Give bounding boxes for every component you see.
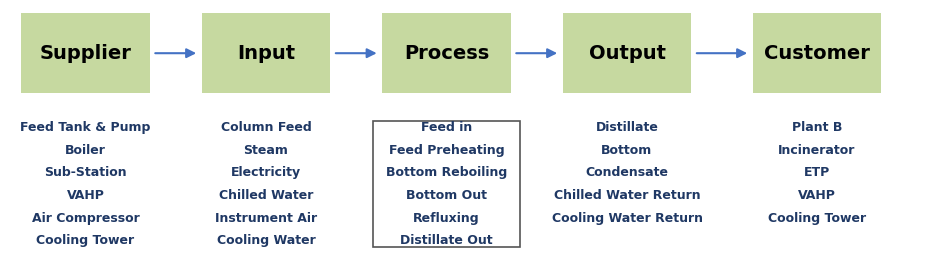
Text: Column Feed: Column Feed [220,121,312,134]
Text: Chilled Water Return: Chilled Water Return [554,189,700,202]
Text: Feed Tank & Pump: Feed Tank & Pump [20,121,151,134]
Bar [21,13,150,93]
Text: Output: Output [588,44,666,63]
Text: Distillate Out: Distillate Out [400,234,493,247]
Text: Cooling Water Return: Cooling Water Return [552,212,702,225]
Text: Feed in: Feed in [421,121,472,134]
Text: Bottom Reboiling: Bottom Reboiling [386,167,507,179]
Text: Supplier: Supplier [40,44,131,63]
Text: VAHP: VAHP [66,189,104,202]
Bar [562,13,692,93]
Text: Bottom: Bottom [601,144,653,157]
Text: Customer: Customer [764,44,870,63]
Text: Cooling Water: Cooling Water [217,234,315,247]
Text: ETP: ETP [804,167,830,179]
Text: Air Compressor: Air Compressor [31,212,140,225]
Text: Cooling Tower: Cooling Tower [36,234,135,247]
Text: Bottom Out: Bottom Out [406,189,487,202]
Text: Distillate: Distillate [596,121,658,134]
Text: Feed Preheating: Feed Preheating [389,144,504,157]
Text: VAHP: VAHP [798,189,836,202]
Text: Instrument Air: Instrument Air [215,212,317,225]
Bar [752,13,882,93]
Text: Steam: Steam [243,144,289,157]
Bar [202,13,331,93]
Text: Process: Process [404,44,489,63]
Text: Input: Input [237,44,295,63]
Text: Chilled Water: Chilled Water [218,189,314,202]
Bar [372,121,521,247]
Text: Plant B: Plant B [791,121,843,134]
Bar [382,13,511,93]
Text: Cooling Tower: Cooling Tower [768,212,866,225]
Text: Boiler: Boiler [65,144,106,157]
Text: Refluxing: Refluxing [413,212,480,225]
Text: Sub-Station: Sub-Station [45,167,126,179]
Text: Incinerator: Incinerator [778,144,856,157]
Text: Condensate: Condensate [585,167,669,179]
Text: Electricity: Electricity [231,167,301,179]
